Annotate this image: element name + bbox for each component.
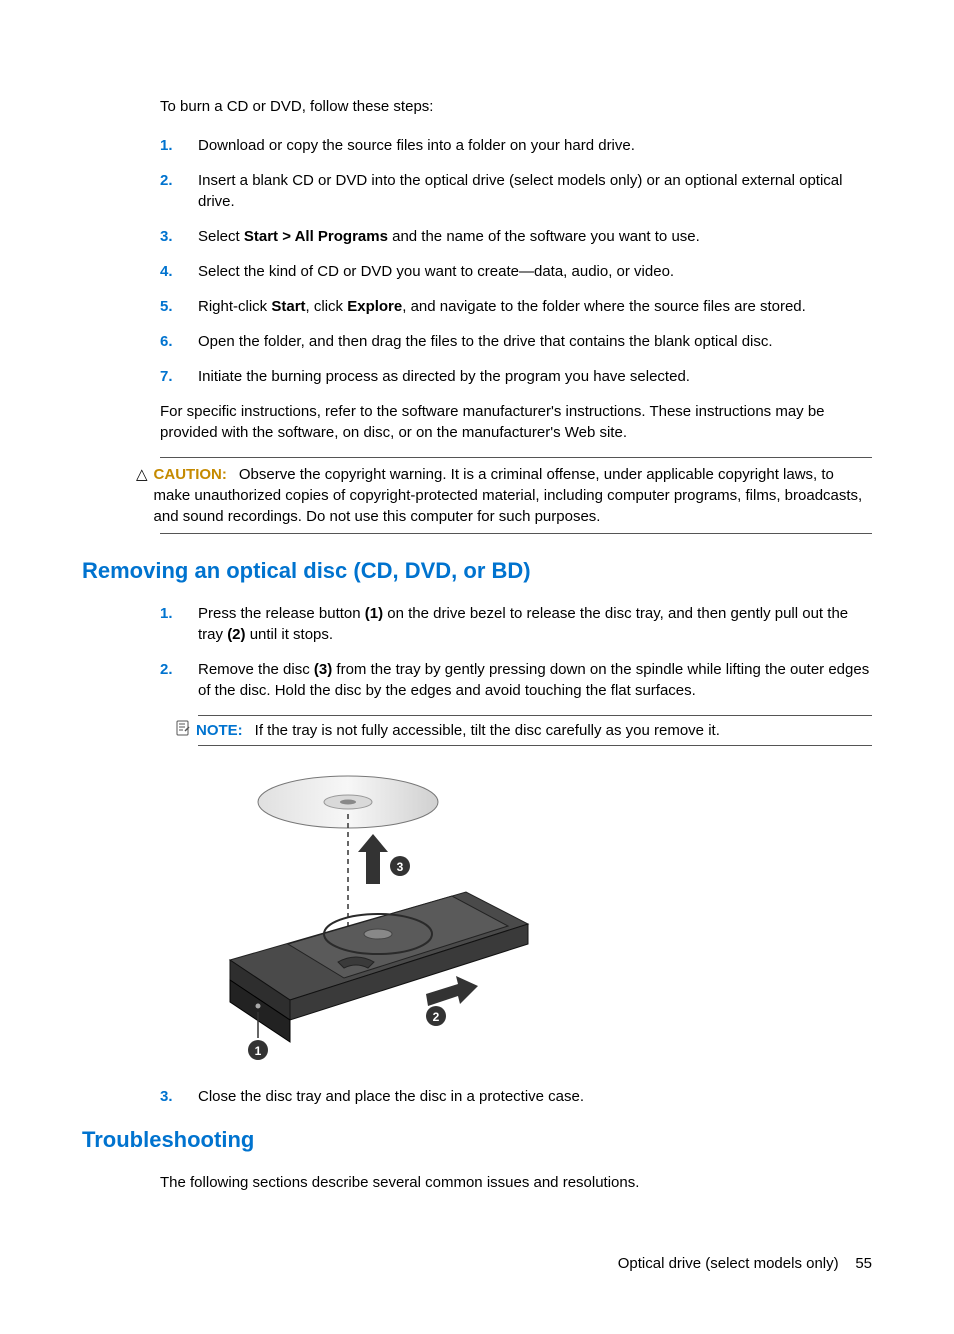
step-text: Insert a blank CD or DVD into the optica…: [198, 170, 872, 212]
intro-text: To burn a CD or DVD, follow these steps:: [160, 96, 872, 117]
optical-drive-figure: 3 2 1: [198, 762, 538, 1062]
step-number: 2.: [160, 659, 198, 701]
step-number: 3.: [160, 226, 198, 247]
para-instructions: For specific instructions, refer to the …: [160, 401, 872, 443]
step-text: Open the folder, and then drag the files…: [198, 331, 872, 352]
step-text: Select the kind of CD or DVD you want to…: [198, 261, 872, 282]
svg-text:2: 2: [433, 1010, 440, 1024]
caution-callout: △ CAUTION:Observe the copyright warning.…: [160, 457, 872, 534]
heading-troubleshooting: Troubleshooting: [82, 1125, 872, 1156]
svg-text:1: 1: [255, 1044, 262, 1058]
page-footer: Optical drive (select models only) 55: [82, 1253, 872, 1274]
list-item: 4.Select the kind of CD or DVD you want …: [160, 261, 872, 282]
note-callout: NOTE: If the tray is not fully accessible…: [198, 715, 872, 747]
step-number: 5.: [160, 296, 198, 317]
heading-removing-disc: Removing an optical disc (CD, DVD, or BD…: [82, 556, 872, 587]
caution-label: CAUTION:: [154, 466, 227, 483]
step-number: 4.: [160, 261, 198, 282]
step-text: Close the disc tray and place the disc i…: [198, 1086, 872, 1107]
list-item: 1.Press the release button (1) on the dr…: [160, 603, 872, 645]
list-item: 6.Open the folder, and then drag the fil…: [160, 331, 872, 352]
step-text: Right-click Start, click Explore, and na…: [198, 296, 872, 317]
step-number: 3.: [160, 1086, 198, 1107]
list-item: 2.Remove the disc (3) from the tray by g…: [160, 659, 872, 701]
step-text: Press the release button (1) on the driv…: [198, 603, 872, 645]
list-item: 5.Right-click Start, click Explore, and …: [160, 296, 872, 317]
step-text: Select Start > All Programs and the name…: [198, 226, 872, 247]
note-body: NOTE: If the tray is not fully accessible…: [192, 720, 720, 741]
note-label: NOTE:: [196, 722, 243, 739]
step-text: Initiate the burning process as directed…: [198, 366, 872, 387]
troubleshooting-intro: The following sections describe several …: [160, 1172, 872, 1193]
remove-steps-list-cont: 3.Close the disc tray and place the disc…: [160, 1086, 872, 1107]
step-text: Download or copy the source files into a…: [198, 135, 872, 156]
caution-text: Observe the copyright warning. It is a c…: [154, 466, 863, 525]
list-item: 3.Close the disc tray and place the disc…: [160, 1086, 872, 1107]
step-number: 6.: [160, 331, 198, 352]
remove-steps-list: 1.Press the release button (1) on the dr…: [160, 603, 872, 701]
step-number: 2.: [160, 170, 198, 212]
caution-body: CAUTION:Observe the copyright warning. I…: [154, 464, 872, 527]
list-item: 3.Select Start > All Programs and the na…: [160, 226, 872, 247]
step-number: 7.: [160, 366, 198, 387]
note-icon: [174, 720, 192, 742]
list-item: 1.Download or copy the source files into…: [160, 135, 872, 156]
step-number: 1.: [160, 603, 198, 645]
svg-text:3: 3: [397, 860, 404, 874]
caution-icon: △: [136, 464, 148, 527]
step-number: 1.: [160, 135, 198, 156]
burn-steps-list: 1.Download or copy the source files into…: [160, 135, 872, 387]
list-item: 7.Initiate the burning process as direct…: [160, 366, 872, 387]
list-item: 2.Insert a blank CD or DVD into the opti…: [160, 170, 872, 212]
step-text: Remove the disc (3) from the tray by gen…: [198, 659, 872, 701]
note-text: If the tray is not fully accessible, til…: [255, 722, 720, 739]
